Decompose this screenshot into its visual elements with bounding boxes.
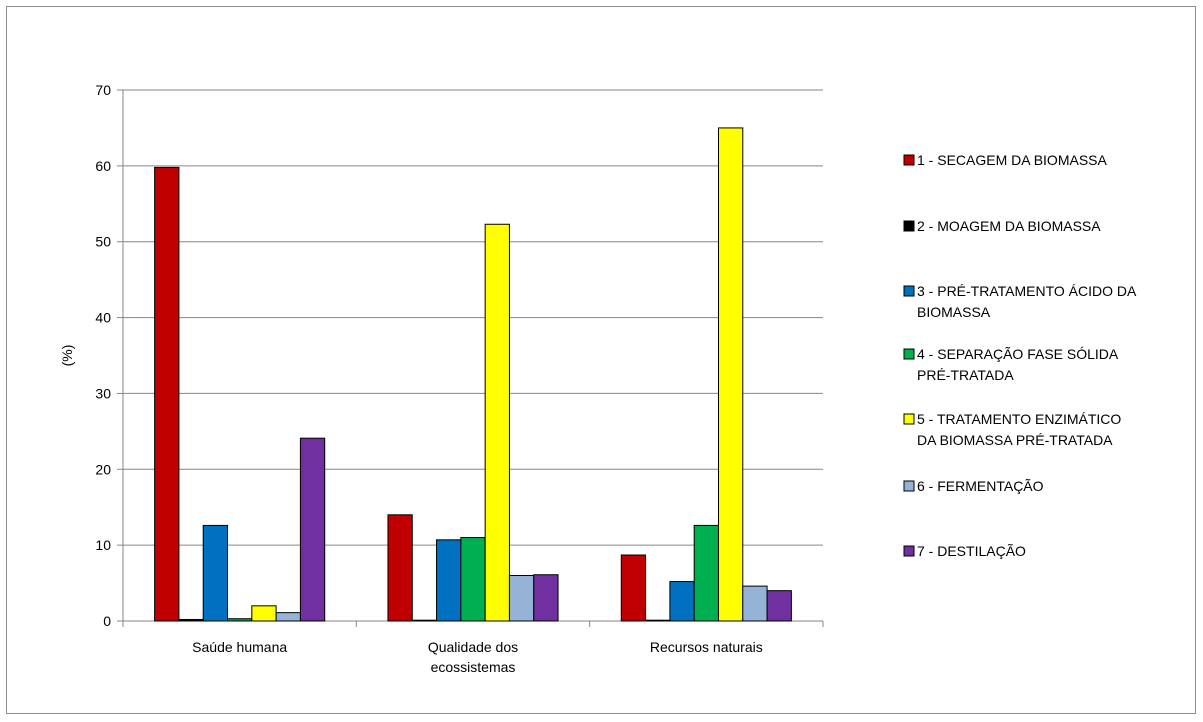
bar-series-4-cat-3 xyxy=(693,524,719,622)
bar-series-3-cat-2 xyxy=(436,539,462,622)
legend-label-4: PRÉ-TRATADA xyxy=(917,367,1014,383)
bar-series-1-cat-3 xyxy=(620,554,647,622)
bar-series-1-cat-2 xyxy=(387,514,413,622)
legend-swatch-3 xyxy=(903,285,915,297)
legend-label-3: 3 - PRÉ-TRATAMENTO ÁCIDO DA xyxy=(917,283,1137,299)
legend-swatch-5 xyxy=(903,413,915,425)
bar-series-5-cat-3 xyxy=(717,127,744,622)
bar-series-3-cat-1 xyxy=(202,524,229,622)
bar-series-6-cat-1 xyxy=(275,612,301,622)
y-tick-label: 60 xyxy=(95,158,111,174)
bar-series-7-cat-2 xyxy=(533,574,559,622)
legend-label-5: 5 - TRATAMENTO ENZIMÁTICO xyxy=(917,411,1121,427)
x-category-label: ecossistemas xyxy=(431,659,516,675)
x-category-label: Recursos naturais xyxy=(650,639,763,655)
bars xyxy=(154,127,792,622)
legend-label-2: 2 - MOAGEM DA BIOMASSA xyxy=(917,218,1101,234)
bar-series-1-cat-1 xyxy=(154,166,180,622)
bar-series-5-cat-2 xyxy=(484,223,510,622)
bar-series-5-cat-1 xyxy=(251,605,277,622)
legend-label-7: 7 - DESTILAÇÃO xyxy=(917,543,1026,559)
bar-series-2-cat-2 xyxy=(411,619,438,622)
y-tick-label: 50 xyxy=(95,234,111,250)
legend-label-6: 6 - FERMENTAÇÃO xyxy=(917,478,1044,494)
y-tick-label: 30 xyxy=(95,385,111,401)
x-category-label: Saúde humana xyxy=(192,639,287,655)
bar-series-6-cat-2 xyxy=(508,574,535,622)
legend-label-3: BIOMASSA xyxy=(917,304,991,320)
legend-label-1: 1 - SECAGEM DA BIOMASSA xyxy=(917,152,1107,168)
legend-swatch-1 xyxy=(903,154,915,166)
y-tick-label: 10 xyxy=(95,537,111,553)
y-tick-label: 0 xyxy=(103,613,111,629)
bar-series-2-cat-1 xyxy=(178,618,204,622)
legend-swatch-6 xyxy=(903,480,915,492)
legend-label-4: 4 - SEPARAÇÃO FASE SÓLIDA xyxy=(917,346,1119,362)
legend: 1 - SECAGEM DA BIOMASSA 2 - MOAGEM DA BIO… xyxy=(903,152,1137,559)
bar-series-3-cat-3 xyxy=(669,581,695,622)
y-tick-label: 40 xyxy=(95,310,111,326)
legend-swatch-4 xyxy=(903,348,915,360)
legend-swatch-2 xyxy=(903,220,915,232)
y-tick-label: 70 xyxy=(95,82,111,98)
bar-series-2-cat-3 xyxy=(645,619,671,622)
bar-series-7-cat-3 xyxy=(766,590,792,622)
bar-series-7-cat-1 xyxy=(299,437,326,622)
y-tick-label: 20 xyxy=(95,461,111,477)
legend-swatch-7 xyxy=(903,545,915,557)
x-category-label: Qualidade dos xyxy=(428,639,518,655)
bar-series-4-cat-2 xyxy=(460,537,486,622)
legend-label-5: DA BIOMASSA PRÉ-TRATADA xyxy=(917,432,1113,448)
y-axis-label: (%) xyxy=(59,345,75,367)
bar-series-4-cat-1 xyxy=(227,618,253,622)
bar-series-6-cat-3 xyxy=(742,585,768,622)
